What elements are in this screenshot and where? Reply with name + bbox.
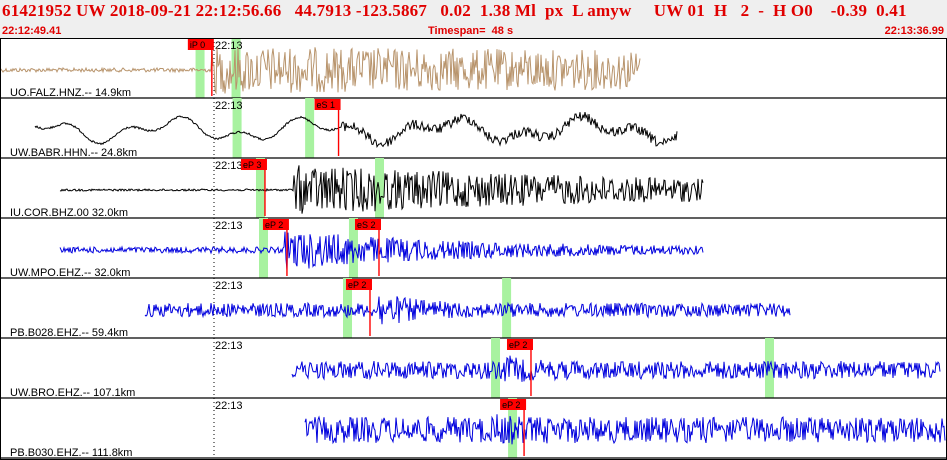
time-tick-label: 22:13 xyxy=(215,280,243,292)
phase-pick-flag[interactable] xyxy=(500,399,527,410)
phase-pick-label: iP 0 xyxy=(190,40,205,50)
phase-pick-flag[interactable] xyxy=(262,219,289,230)
phase-window[interactable] xyxy=(305,98,315,158)
phase-window[interactable] xyxy=(508,398,518,458)
time-tick-label: 22:13 xyxy=(215,220,243,232)
waveform-trace[interactable] xyxy=(0,47,641,95)
trace-panel[interactable]: 22:13 eP 2 eS 2 UW.MPO.EHZ.-- 32.0km xyxy=(0,218,947,279)
phase-pick-flag[interactable] xyxy=(240,159,267,170)
phase-pick-flag[interactable] xyxy=(345,279,372,290)
time-tick-label: 22:13 xyxy=(215,160,243,172)
phase-pick-label: eS 2 xyxy=(357,220,376,230)
station-label: PB.B030.EHZ.-- 111.8km xyxy=(10,447,132,459)
event-summary-line: 61421952 UW 2018-09-21 22:12:56.66 44.79… xyxy=(2,1,907,20)
phase-pick-flag[interactable] xyxy=(354,219,381,230)
phase-window[interactable] xyxy=(255,158,265,218)
event-header: 61421952 UW 2018-09-21 22:12:56.66 44.79… xyxy=(0,0,947,38)
waveform-trace[interactable] xyxy=(291,355,941,382)
trace-panel[interactable]: 22:13 eS 1 UW.BABR.HHN.-- 24.8km xyxy=(0,98,947,159)
phase-pick-flag[interactable] xyxy=(314,99,341,110)
phase-pick-label: eP 2 xyxy=(502,400,520,410)
phase-window[interactable] xyxy=(195,38,205,98)
time-tick-label: 22:13 xyxy=(215,40,243,52)
phase-pick-flag[interactable] xyxy=(506,339,533,350)
waveform-trace[interactable] xyxy=(144,296,791,325)
station-label: IU.COR.BHZ.00 32.0km xyxy=(10,207,128,219)
phase-pick-flag[interactable] xyxy=(187,39,214,50)
phase-pick-label: eS 1 xyxy=(317,100,336,110)
waveform-trace[interactable] xyxy=(304,414,946,445)
start-time: 22:12:49.41 xyxy=(2,25,62,37)
trace-panel[interactable]: 22:13 eP 2 PB.B030.EHZ.-- 111.8km xyxy=(0,398,947,459)
trace-panel[interactable]: 22:13 eP 2 UW.BRO.EHZ.-- 107.1km xyxy=(0,338,947,399)
station-label: UW.BRO.EHZ.-- 107.1km xyxy=(10,387,135,399)
trace-panel[interactable]: 22:13 iP 0 UO.FALZ.HNZ.-- 14.9km xyxy=(0,38,947,99)
trace-panel[interactable]: 22:13 eP 3 IU.COR.BHZ.00 32.0km xyxy=(0,158,947,219)
phase-pick-label: eP 2 xyxy=(348,280,366,290)
trace-panel[interactable]: 22:13 eP 2 PB.B028.EHZ.-- 59.4km xyxy=(0,278,947,339)
time-tick-label: 22:13 xyxy=(215,340,243,352)
waveform-trace[interactable] xyxy=(59,231,704,271)
station-label: UW.MPO.EHZ.-- 32.0km xyxy=(10,267,130,279)
station-label: PB.B028.EHZ.-- 59.4km xyxy=(10,327,128,339)
phase-pick-label: eP 3 xyxy=(243,160,261,170)
phase-pick-label: eP 2 xyxy=(265,220,283,230)
phase-window[interactable] xyxy=(348,218,358,278)
station-label: UO.FALZ.HNZ.-- 14.9km xyxy=(10,87,131,99)
timespan-label: Timespan= 48 s xyxy=(428,25,514,37)
phase-window[interactable] xyxy=(375,158,385,218)
phase-window[interactable] xyxy=(502,278,512,338)
phase-window[interactable] xyxy=(231,38,241,98)
phase-pick-label: eP 2 xyxy=(509,340,527,350)
time-tick-label: 22:13 xyxy=(215,100,243,112)
waveform-trace[interactable] xyxy=(59,165,704,214)
station-label: UW.BABR.HHN.-- 24.8km xyxy=(10,147,137,159)
end-time: 22:13:36.99 xyxy=(884,25,944,37)
time-tick-label: 22:13 xyxy=(215,400,243,412)
waveform-trace[interactable] xyxy=(34,112,678,149)
phase-window[interactable] xyxy=(232,98,242,158)
